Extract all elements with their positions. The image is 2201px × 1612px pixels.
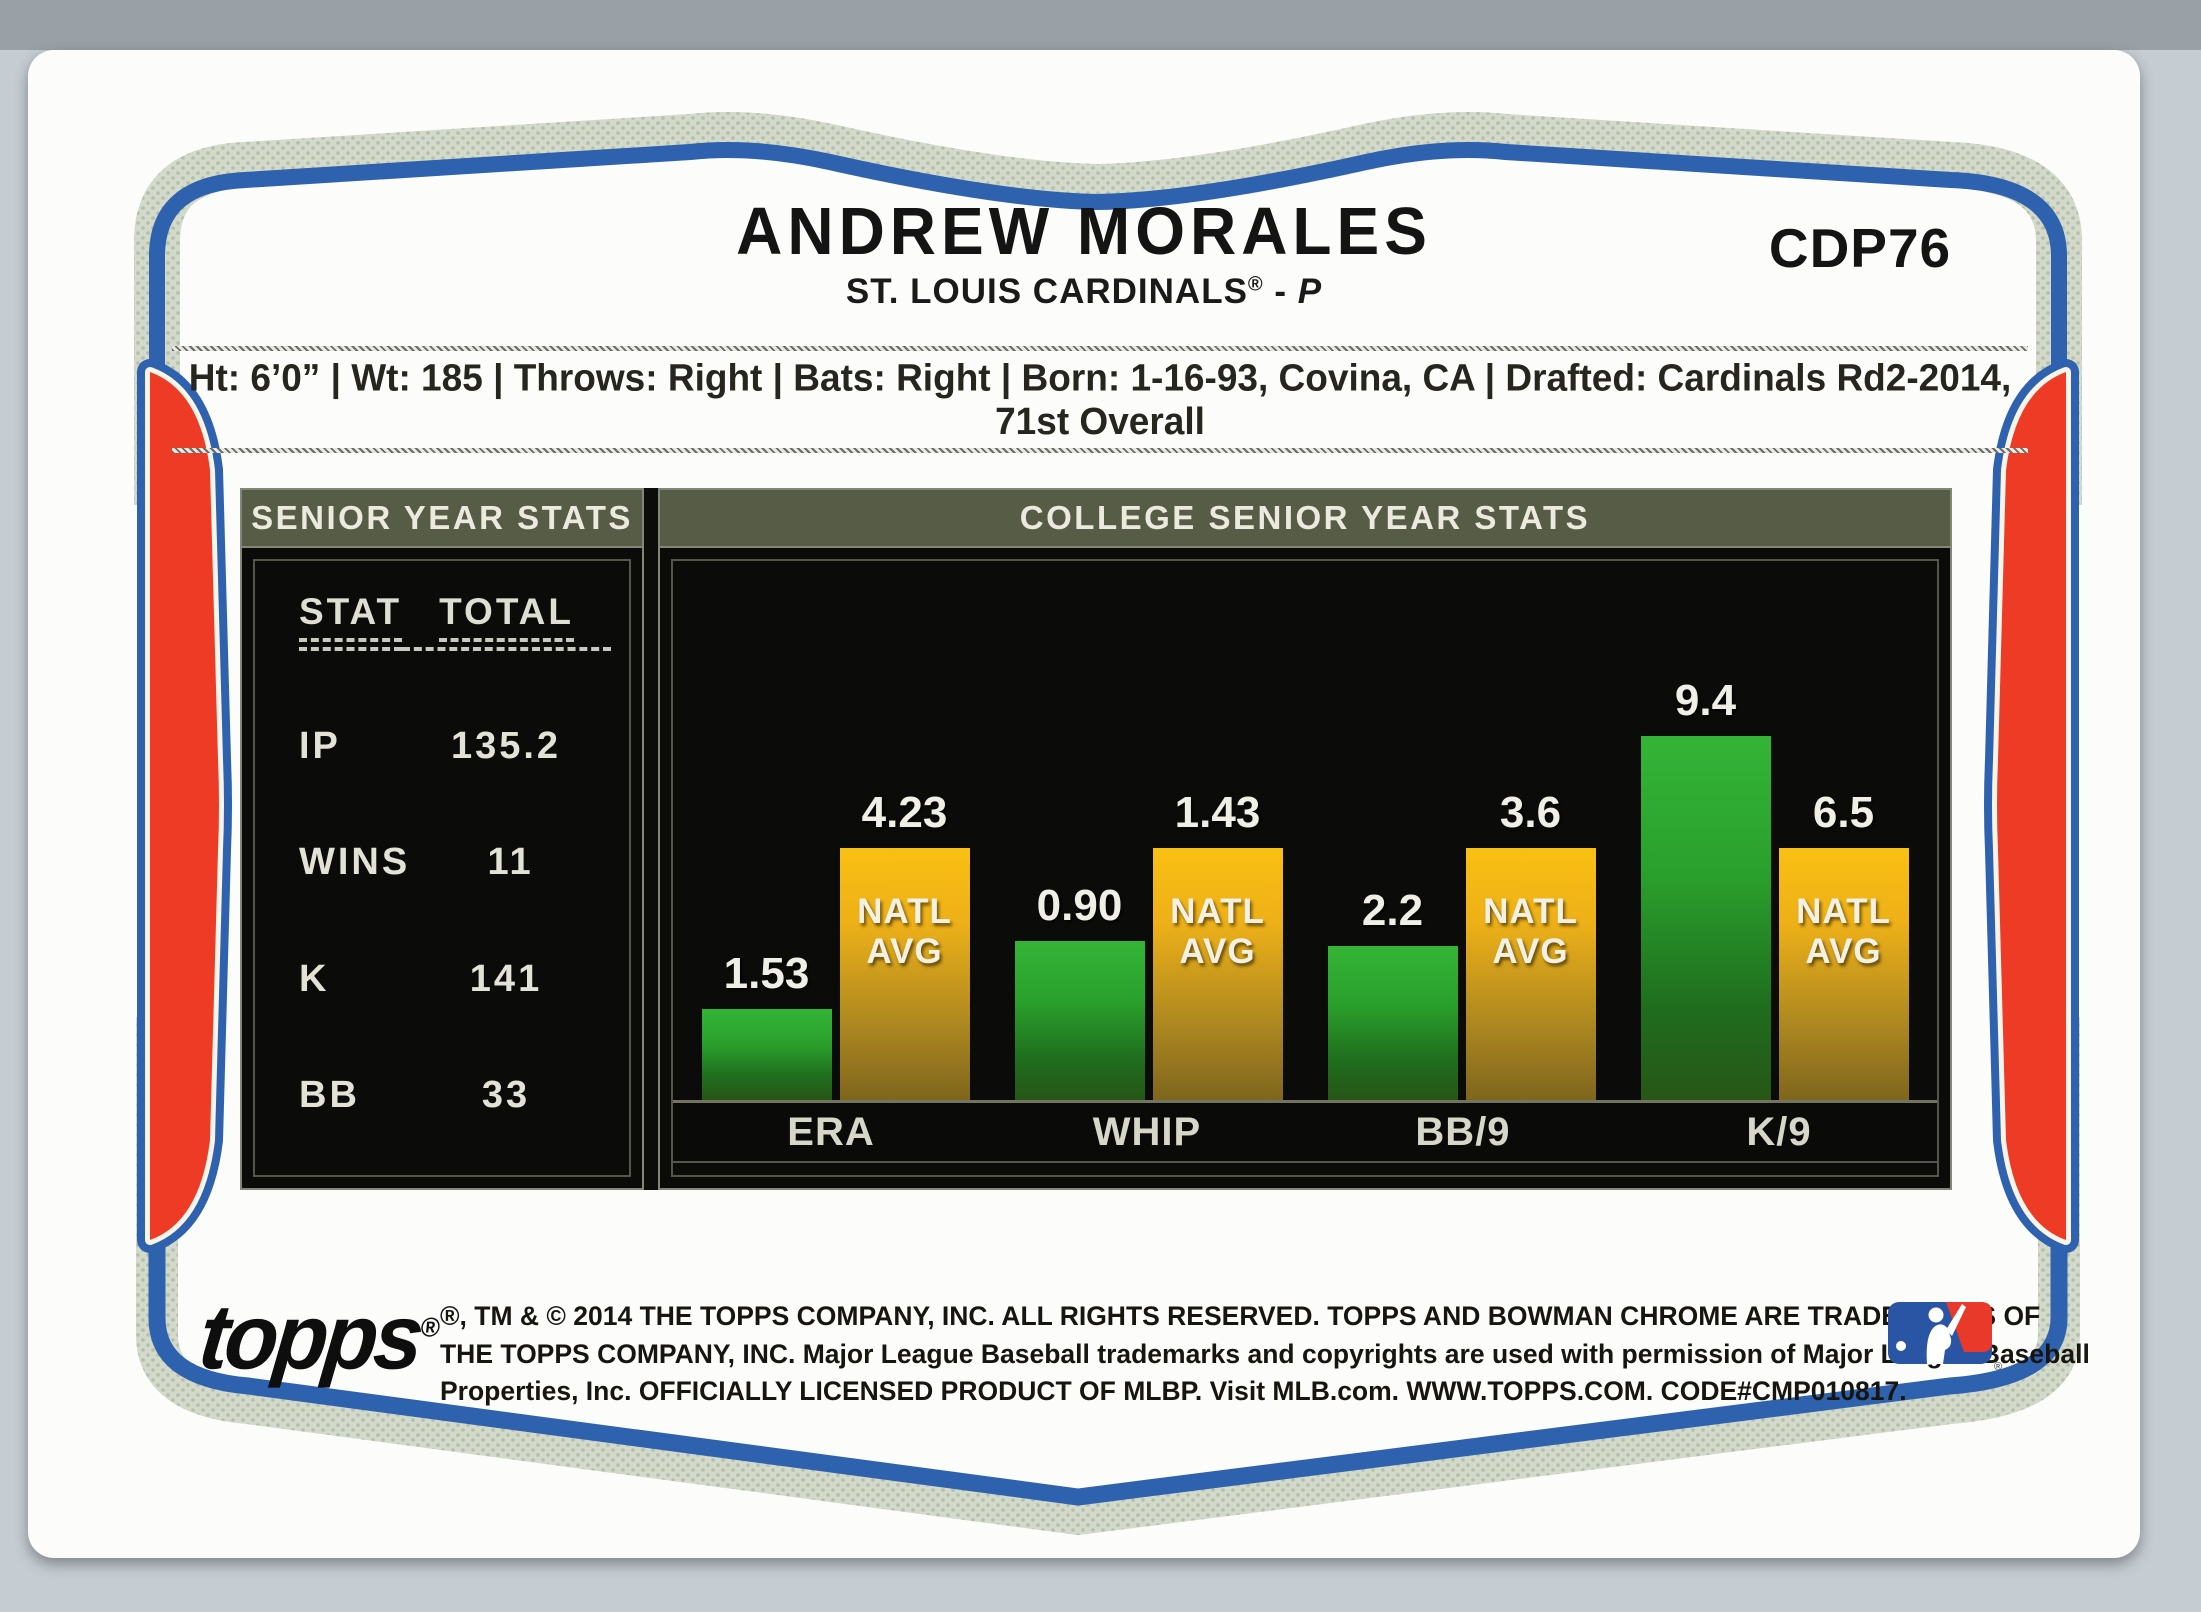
natl-avg-bar: NATL AVG (839, 848, 970, 1100)
player-bar (701, 1009, 832, 1100)
topps-logo: topps® (194, 1283, 444, 1390)
player-bar (1327, 946, 1458, 1100)
team-line: ST. LOUIS CARDINALS® - P (28, 272, 2140, 312)
stats-col-total: TOTAL (439, 591, 574, 642)
stat-label: BB (299, 1074, 360, 1116)
natl-avg-bar-label: NATL AVG (1483, 892, 1578, 971)
natl-avg-bar-wrap: 4.23 NATL AVG (839, 788, 970, 1100)
player-bar-value: 0.90 (1036, 881, 1123, 930)
card-number: CDP76 (1768, 217, 1952, 279)
stat-label: K (299, 957, 330, 1000)
bio-rule-top (172, 346, 2028, 351)
natl-avg-bar-value: 4.23 (861, 788, 948, 837)
mlb-registered-symbol: ® (1994, 1361, 2002, 1373)
player-bar (1640, 736, 1771, 1100)
stats-panels: SENIOR YEAR STATS STAT TOTAL IP 135.2 WINS… (240, 488, 1952, 1190)
stats-panel-title: SENIOR YEAR STATS (242, 490, 642, 548)
legal-line-2: THE TOPPS COMPANY, INC. Major League Bas… (440, 1338, 2090, 1369)
natl-avg-bar: NATL AVG (1465, 848, 1596, 1100)
topps-registered-symbol: ® (418, 1311, 442, 1343)
chart-body: 1.53 4.23 NATL AVG 0.90 1.43 NATL AVG 2.2 3.6 NATL… (671, 559, 1939, 1177)
bio-text: Ht: 6’0” | Wt: 185 | Throws: Right | Bat… (188, 356, 2012, 443)
natl-avg-bar-value: 6.5 (1812, 788, 1875, 837)
position-separator: - (1263, 272, 1298, 311)
stat-value: 33 (481, 1074, 531, 1116)
chart-axis: ERA WHIP BB/9 K/9 (673, 1100, 1937, 1163)
stats-table-row: IP 135.2 (255, 725, 629, 768)
axis-category-label: ERA (787, 1110, 875, 1154)
player-bar (1014, 941, 1145, 1100)
natl-avg-bar-wrap: 1.43 NATL AVG (1152, 788, 1283, 1100)
bio-bar: Ht: 6’0” | Wt: 185 | Throws: Right | Bat… (172, 346, 2028, 453)
bar-group: 9.4 6.5 NATL AVG (1640, 676, 1909, 1100)
stats-table-row: WINS 11 (255, 841, 629, 884)
player-bar-wrap: 1.53 (701, 949, 832, 1100)
axis-category-label: WHIP (1092, 1110, 1202, 1154)
chart-title: COLLEGE SENIOR YEAR STATS (660, 490, 1950, 548)
player-position: P (1297, 272, 1323, 311)
stats-table: STAT TOTAL IP 135.2 WINS 11 K 141 BB 33 (253, 559, 631, 1177)
natl-avg-bar-wrap: 6.5 NATL AVG (1778, 788, 1909, 1100)
bar-group: 2.2 3.6 NATL AVG (1327, 788, 1596, 1100)
topps-logo-text: topps (194, 1284, 426, 1389)
chart-plot: 1.53 4.23 NATL AVG 0.90 1.43 NATL AVG 2.2 3.6 NATL… (673, 561, 1937, 1100)
stat-value: 11 (487, 841, 534, 883)
legal-line-1: ®, TM & © 2014 THE TOPPS COMPANY, INC. A… (440, 1301, 2041, 1331)
player-bar-wrap: 2.2 (1327, 886, 1458, 1100)
axis-category-label: BB/9 (1415, 1110, 1511, 1154)
stat-label: IP (299, 724, 341, 767)
player-bar-value: 2.2 (1361, 886, 1424, 935)
bio-rule-bottom (172, 448, 2028, 453)
natl-avg-bar-label: NATL AVG (1170, 892, 1265, 971)
natl-avg-bar: NATL AVG (1778, 848, 1909, 1100)
legal-text: ®, TM & © 2014 THE TOPPS COMPANY, INC. A… (440, 1298, 2090, 1411)
player-bar-wrap: 0.90 (1014, 881, 1145, 1100)
mlb-logo: ® (1888, 1302, 2002, 1373)
mlb-batter-silhouette (1896, 1304, 1966, 1364)
bar-group: 1.53 4.23 NATL AVG (701, 788, 970, 1100)
natl-avg-bar-label: NATL AVG (857, 892, 952, 971)
stat-value: 141 (469, 957, 543, 1000)
college-senior-year-stats-panel: COLLEGE SENIOR YEAR STATS 1.53 4.23 NATL AV… (658, 488, 1952, 1190)
stat-value: 135.2 (450, 724, 562, 767)
bar-group: 0.90 1.43 NATL AVG (1014, 788, 1283, 1100)
stat-label: WINS (299, 841, 411, 883)
stats-table-row: BB 33 (255, 1074, 629, 1117)
stats-col-stat: STAT (299, 591, 403, 642)
natl-avg-bar-value: 1.43 (1174, 788, 1261, 837)
player-bar-value: 1.53 (723, 949, 810, 998)
stats-table-header: STAT TOTAL (255, 591, 629, 651)
natl-avg-bar-wrap: 3.6 NATL AVG (1465, 788, 1596, 1100)
natl-avg-bar: NATL AVG (1152, 848, 1283, 1100)
legal-line-3: Properties, Inc. OFFICIALLY LICENSED PRO… (440, 1376, 1907, 1406)
team-name: ST. LOUIS CARDINALS (845, 272, 1248, 311)
registered-symbol: ® (1247, 273, 1264, 296)
scanner-background (0, 0, 2201, 50)
stats-table-row: K 141 (255, 958, 629, 1001)
natl-avg-bar-label: NATL AVG (1796, 892, 1891, 971)
natl-avg-bar-value: 3.6 (1499, 788, 1562, 837)
senior-year-stats-panel: SENIOR YEAR STATS STAT TOTAL IP 135.2 WINS… (240, 488, 644, 1190)
player-name: ANDREW MORALES (736, 193, 1432, 269)
player-bar-value: 9.4 (1674, 676, 1737, 725)
player-bar-wrap: 9.4 (1640, 676, 1771, 1100)
axis-category-label: K/9 (1746, 1110, 1812, 1154)
